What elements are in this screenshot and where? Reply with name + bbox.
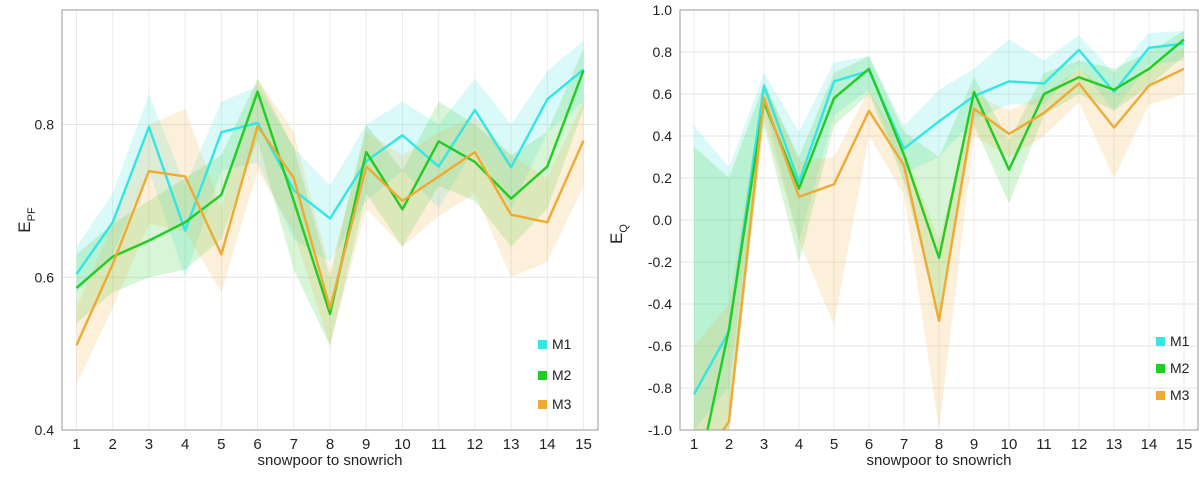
x-tick-label: 8 — [935, 436, 943, 453]
plot-area — [75, 40, 585, 385]
y-axis-label-main: E — [15, 221, 34, 232]
legend-swatch-m2 — [1156, 364, 1165, 373]
y-axis-label: EPF — [15, 207, 38, 233]
y-tick-label: 0.4 — [653, 128, 673, 144]
x-tick-label: 8 — [326, 436, 334, 453]
line-m3 — [721, 67, 1185, 430]
line-m1 — [75, 68, 585, 275]
x-tick-label: 15 — [575, 436, 592, 453]
x-tick-label: 12 — [467, 436, 484, 453]
y-tick-label: -0.6 — [648, 338, 672, 354]
plot-frame — [61, 9, 599, 431]
y-axis-label: EQ — [607, 224, 630, 244]
chart-eq: -1.0-0.8-0.6-0.4-0.20.00.20.40.60.81.01 2… — [607, 2, 1199, 469]
band-m3 — [76, 78, 584, 385]
y-tick-label: 0.0 — [653, 212, 673, 228]
y-axis-label-sub: Q — [618, 224, 630, 233]
x-tick-label: 1 — [690, 436, 698, 453]
x-tick-label: 6 — [865, 436, 873, 453]
x-tick-label: 1 — [72, 436, 80, 453]
x-tick-label: 11 — [1036, 436, 1052, 453]
x-tick-label: 14 — [539, 436, 556, 453]
legend-label-m1: M1 — [1170, 333, 1190, 349]
legend-swatch-m3 — [1156, 391, 1165, 400]
x-tick-label: 3 — [145, 436, 153, 453]
x-tick-label: 10 — [1001, 436, 1018, 453]
x-tick-label: 13 — [503, 436, 520, 453]
band-m1 — [76, 40, 584, 293]
y-tick-label: -0.2 — [648, 254, 672, 270]
legend-swatch-m1 — [538, 340, 547, 349]
band-m3 — [694, 47, 1184, 430]
y-tick-label: 0.4 — [35, 422, 55, 438]
x-tick-label: 9 — [970, 436, 978, 453]
legend-label-m2: M2 — [552, 367, 572, 383]
plot-area — [692, 31, 1185, 430]
y-tick-label: 0.6 — [35, 269, 55, 285]
legend-label-m3: M3 — [1170, 387, 1190, 403]
x-tick-label: 9 — [362, 436, 370, 453]
legend-label-m2: M2 — [1170, 360, 1190, 376]
x-axis-label: snowpoor to snowrich — [257, 452, 402, 469]
x-tick-label: 12 — [1071, 436, 1088, 453]
x-tick-label: 3 — [760, 436, 768, 453]
x-tick-label: 5 — [830, 436, 838, 453]
y-tick-label: -0.4 — [648, 296, 672, 312]
x-tick-label: 7 — [900, 436, 908, 453]
y-tick-label: 0.6 — [653, 86, 673, 102]
plot-frame — [679, 9, 1199, 431]
x-tick-label: 4 — [181, 436, 189, 453]
x-tick-label: 11 — [431, 436, 447, 453]
x-tick-label: 15 — [1176, 436, 1193, 453]
line-m3 — [75, 124, 585, 346]
y-tick-label: 1.0 — [653, 2, 673, 18]
legend: M1 M2 M3 — [1156, 333, 1190, 403]
x-tick-label: 4 — [795, 436, 803, 453]
legend-swatch-m2 — [538, 371, 547, 380]
x-tick-label: 10 — [394, 436, 411, 453]
y-tick-label: 0.2 — [653, 170, 673, 186]
legend-label-m1: M1 — [552, 336, 572, 352]
x-tick-label: 2 — [109, 436, 117, 453]
y-axis-label-main: E — [607, 233, 626, 244]
legend-swatch-m1 — [1156, 337, 1165, 346]
x-tick-label: 13 — [1106, 436, 1123, 453]
y-tick-label: -1.0 — [648, 422, 672, 438]
legend-swatch-m3 — [538, 400, 547, 409]
y-axis-label-sub: PF — [26, 207, 38, 221]
legend-label-m3: M3 — [552, 396, 572, 412]
y-tick-label: -0.8 — [648, 380, 672, 396]
x-tick-label: 5 — [217, 436, 225, 453]
x-tick-label: 7 — [290, 436, 298, 453]
x-axis-label: snowpoor to snowrich — [866, 452, 1011, 469]
y-tick-label: 0.8 — [35, 117, 55, 133]
x-tick-label: 14 — [1141, 436, 1158, 453]
y-tick-label: 0.8 — [653, 44, 673, 60]
line-m1 — [692, 42, 1185, 395]
band-m2 — [76, 48, 584, 346]
line-m2 — [75, 69, 585, 316]
legend: M1 M2 M3 — [538, 336, 572, 412]
x-tick-label: 6 — [253, 436, 261, 453]
x-tick-label: 2 — [725, 436, 733, 453]
